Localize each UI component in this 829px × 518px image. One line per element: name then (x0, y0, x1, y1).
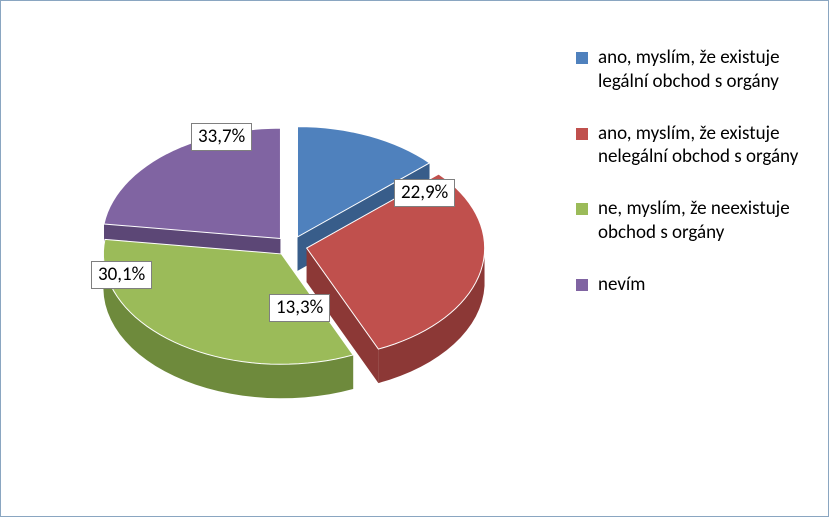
slice-value-label: 13,3% (269, 294, 330, 322)
pie-chart: 13,3% 30,1% 33,7% 22,9% (1, 1, 561, 518)
legend-item: nevím (576, 273, 811, 297)
legend-swatch (576, 279, 588, 291)
legend-swatch (576, 128, 588, 140)
slice-value-label: 22,9% (394, 179, 455, 207)
legend-swatch (576, 203, 588, 215)
legend-swatch (576, 52, 588, 64)
slice-value-label: 33,7% (191, 123, 252, 151)
legend-item: ano, myslím, že existuje legální obchod … (576, 46, 811, 94)
pie-svg (1, 1, 561, 518)
legend-label: ne, myslím, že neexistuje obchod s orgán… (598, 197, 811, 245)
chart-frame: 13,3% 30,1% 33,7% 22,9% ano, myslím, že exi… (0, 0, 829, 517)
legend-item: ne, myslím, že neexistuje obchod s orgán… (576, 197, 811, 245)
legend-label: ano, myslím, že existuje nelegální obcho… (598, 122, 811, 170)
legend-label: ano, myslím, že existuje legální obchod … (598, 46, 811, 94)
legend: ano, myslím, že existuje legální obchod … (576, 46, 811, 324)
legend-label: nevím (598, 273, 811, 297)
legend-item: ano, myslím, že existuje nelegální obcho… (576, 122, 811, 170)
slice-value-label: 30,1% (91, 261, 152, 289)
